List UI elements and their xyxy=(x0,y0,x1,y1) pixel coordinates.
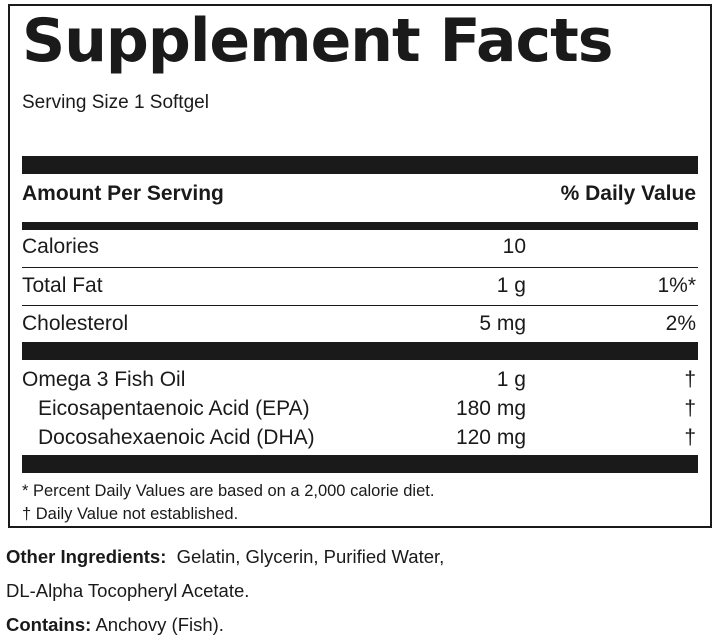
nutrient-dv: 2% xyxy=(665,312,696,335)
nutrient-row-cholesterol: Cholesterol 5 mg 2% xyxy=(22,312,696,342)
other-ingredients-line1: Other Ingredients: Gelatin, Glycerin, Pu… xyxy=(6,546,444,568)
supplement-facts-panel: Supplement Facts Serving Size 1 Softgel … xyxy=(8,4,712,528)
nutrient-name: Total Fat xyxy=(22,274,103,297)
ingredient-amount: 1 g xyxy=(496,368,526,391)
other-ingredients-line2: DL-Alpha Tocopheryl Acetate. xyxy=(6,580,250,601)
daily-value-label: % Daily Value xyxy=(560,182,696,205)
other-ingredients-label: Other Ingredients: xyxy=(6,546,167,567)
other-ingredients-text1: Gelatin, Glycerin, Purified Water, xyxy=(176,546,445,567)
ingredient-name: Omega 3 Fish Oil xyxy=(22,368,186,391)
footnote-daily-values: * Percent Daily Values are based on a 2,… xyxy=(22,482,435,500)
ingredient-dv: † xyxy=(684,368,696,391)
nutrient-name: Cholesterol xyxy=(22,312,129,335)
contains-line: Contains: Anchovy (Fish). xyxy=(6,614,224,636)
row-divider xyxy=(22,305,698,306)
column-header: Amount Per Serving % Daily Value xyxy=(22,182,696,206)
ingredient-dv: † xyxy=(684,426,696,449)
thick-divider xyxy=(22,342,698,360)
ingredient-amount: 120 mg xyxy=(455,426,526,449)
active-row-dha: Docosahexaenoic Acid (DHA) 120 mg † xyxy=(22,426,696,456)
nutrient-row-total-fat: Total Fat 1 g 1%* xyxy=(22,274,696,304)
ingredient-name: Eicosapentaenoic Acid (EPA) xyxy=(38,397,310,420)
ingredient-amount: 180 mg xyxy=(455,397,526,420)
active-row-epa: Eicosapentaenoic Acid (EPA) 180 mg † xyxy=(22,397,696,427)
thick-divider xyxy=(22,455,698,473)
medium-divider xyxy=(22,222,698,230)
panel-title: Supplement Facts xyxy=(22,6,614,76)
contains-value: Anchovy (Fish). xyxy=(95,614,224,635)
active-row-omega3: Omega 3 Fish Oil 1 g † xyxy=(22,368,696,398)
nutrient-amount: 1 g xyxy=(496,274,526,297)
footnote-not-established: † Daily Value not established. xyxy=(22,505,239,523)
thick-divider xyxy=(22,156,698,174)
nutrient-amount: 5 mg xyxy=(479,312,526,335)
nutrient-row-calories: Calories 10 xyxy=(22,235,696,265)
amount-per-serving-label: Amount Per Serving xyxy=(22,182,224,205)
contains-label: Contains: xyxy=(6,614,92,635)
nutrient-name: Calories xyxy=(22,235,100,258)
nutrient-amount: 10 xyxy=(502,235,526,258)
ingredient-dv: † xyxy=(684,397,696,420)
ingredient-name: Docosahexaenoic Acid (DHA) xyxy=(38,426,315,449)
row-divider xyxy=(22,267,698,268)
nutrient-dv: 1%* xyxy=(657,274,696,297)
serving-size: Serving Size 1 Softgel xyxy=(22,92,209,113)
